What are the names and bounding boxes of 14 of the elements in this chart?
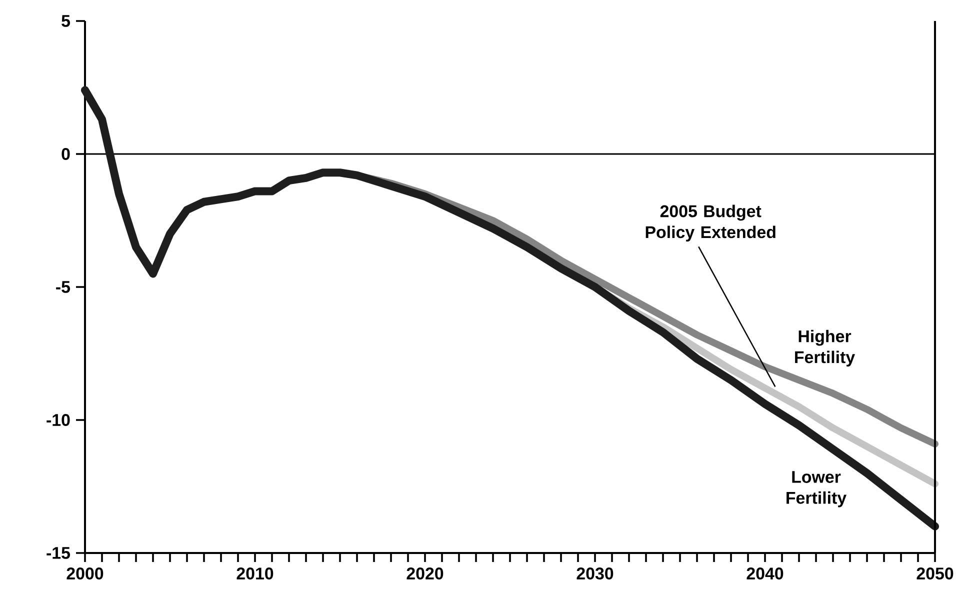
y-tick-label: -10 bbox=[46, 414, 70, 426]
text: 2005 Budget Policy Extended bbox=[646, 204, 776, 242]
x-tick-label: 2010 bbox=[236, 568, 274, 580]
x-tick-label: 2020 bbox=[406, 568, 444, 580]
x-tick-label: 2050 bbox=[916, 568, 954, 580]
x-tick-label: 2030 bbox=[576, 568, 614, 580]
series-label: Lower Fertility bbox=[786, 471, 847, 508]
y-tick-label: 5 bbox=[62, 15, 70, 27]
y-tick-label: -5 bbox=[56, 281, 70, 293]
y-tick-label: -15 bbox=[46, 547, 70, 559]
x-tick-label: 2000 bbox=[66, 568, 104, 580]
series-label: Higher Fertility bbox=[795, 330, 856, 367]
y-tick-label: 0 bbox=[62, 148, 70, 160]
x-tick-label: 2040 bbox=[746, 568, 784, 580]
